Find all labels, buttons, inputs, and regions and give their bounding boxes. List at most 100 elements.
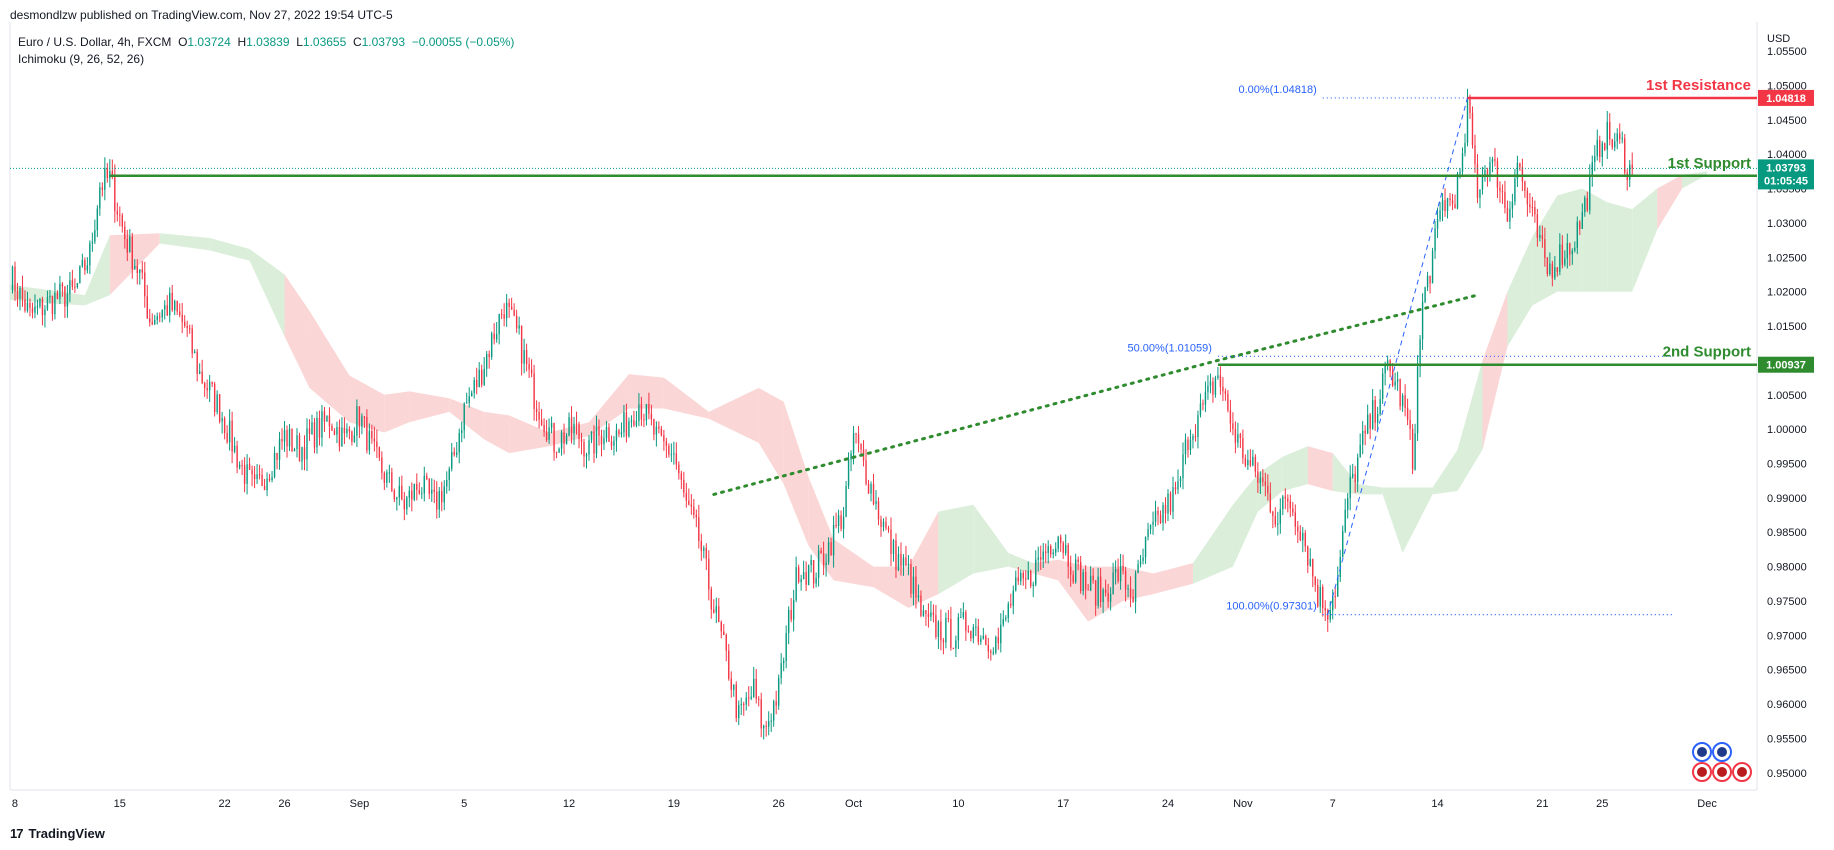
candle-body (366, 417, 367, 450)
candle-body (449, 469, 450, 480)
candle-body (1197, 415, 1198, 437)
candle-body (643, 419, 644, 420)
ichimoku-cloud-segment (285, 274, 310, 387)
event-flag-dot-icon (1697, 767, 1707, 777)
y-tick-label: 0.97500 (1767, 596, 1807, 608)
candle-body (1464, 143, 1465, 153)
candle-body (958, 617, 959, 640)
candle-body (676, 453, 677, 464)
candle-body (853, 433, 854, 453)
candle-body (1542, 235, 1543, 239)
candle-body (855, 433, 856, 434)
candle-body (1140, 561, 1141, 564)
candle-body (1502, 191, 1503, 192)
candle-body (960, 617, 961, 618)
fib-level-label: 50.00%(1.01059) (1128, 342, 1212, 354)
candle-body (933, 612, 934, 615)
candle-body (591, 432, 592, 441)
ichimoku-cloud-segment (309, 311, 349, 422)
candle-body (279, 439, 280, 460)
candle-body (1519, 163, 1520, 167)
ichimoku-cloud-segment (60, 292, 85, 306)
candle-body (1562, 244, 1563, 264)
candle-body (1200, 403, 1201, 415)
candle-body (1142, 557, 1143, 561)
candle-body (1277, 524, 1278, 525)
candle-body (508, 303, 509, 307)
ichimoku-cloud-segment (784, 402, 809, 546)
candle-body (953, 648, 954, 649)
candle-body (1280, 509, 1281, 523)
candle-body (1107, 593, 1108, 602)
candle-body (983, 636, 984, 639)
candle-body (64, 286, 65, 306)
candle-body (860, 443, 861, 449)
price-chart[interactable]: 0.95000 0.95500 0.96000 0.96500 0.97000 0.975… (0, 0, 1834, 820)
candle-body (798, 567, 799, 582)
candle-body (1352, 474, 1353, 478)
fib-level-label: 100.00%(0.97301) (1226, 601, 1317, 613)
candle-body (22, 288, 23, 299)
candle-body (451, 452, 452, 469)
candle-body (441, 491, 442, 502)
x-tick-label: 8 (12, 798, 18, 810)
candle-body (37, 306, 38, 307)
candle-body (1509, 209, 1510, 222)
countdown-text: 01:05:45 (1764, 175, 1808, 187)
candle-body (1422, 302, 1423, 339)
ichimoku-cloud-segment (85, 235, 110, 305)
candle-body (1170, 493, 1171, 511)
candle-body (908, 564, 909, 565)
candle-body (808, 565, 809, 585)
candle-body (571, 417, 572, 433)
candle-body (666, 441, 667, 445)
candle-body (893, 540, 894, 554)
candle-body (137, 266, 138, 273)
y-tick-label: 0.98500 (1767, 527, 1807, 539)
candle-body (29, 303, 30, 308)
candle-body (656, 427, 657, 435)
candle-body (34, 307, 35, 313)
brand-name[interactable]: TradingView (28, 826, 104, 841)
candle-body (1462, 153, 1463, 172)
candle-body (471, 393, 472, 396)
candle-body (1028, 571, 1029, 579)
event-flag-dot-icon (1717, 767, 1727, 777)
candle-body (1065, 545, 1066, 553)
candle-body (1290, 501, 1291, 508)
candle-body (543, 425, 544, 432)
candle-body (1354, 474, 1355, 482)
candle-body (1242, 438, 1243, 458)
fib-level-label: 0.00%(1.04818) (1238, 84, 1316, 96)
candle-body (731, 679, 732, 690)
candle-body (329, 416, 330, 426)
candle-body (875, 501, 876, 504)
candle-body (833, 525, 834, 555)
candle-body (561, 432, 562, 448)
candle-body (276, 453, 277, 460)
candle-body (678, 465, 679, 474)
candle-body (1567, 243, 1568, 258)
candle-body (321, 411, 322, 437)
candle-body (356, 406, 357, 435)
candle-body (486, 354, 487, 369)
candle-body (1469, 98, 1470, 113)
candle-body (973, 627, 974, 638)
candle-body (915, 577, 916, 598)
candle-body (1432, 251, 1433, 283)
candle-body (339, 427, 340, 446)
x-tick-label: 26 (278, 798, 290, 810)
candle-body (905, 558, 906, 566)
candle-body (1357, 457, 1358, 482)
candle-body (1260, 478, 1261, 483)
candle-body (763, 726, 764, 729)
candle-body (304, 447, 305, 459)
candle-body (152, 322, 153, 324)
tradingview-logo-icon: 17 (10, 826, 22, 841)
candle-body (431, 490, 432, 494)
candle-body (1332, 596, 1333, 610)
candle-body (955, 640, 956, 648)
candle-body (1237, 434, 1238, 442)
candle-body (608, 427, 609, 442)
candle-body (728, 651, 729, 679)
